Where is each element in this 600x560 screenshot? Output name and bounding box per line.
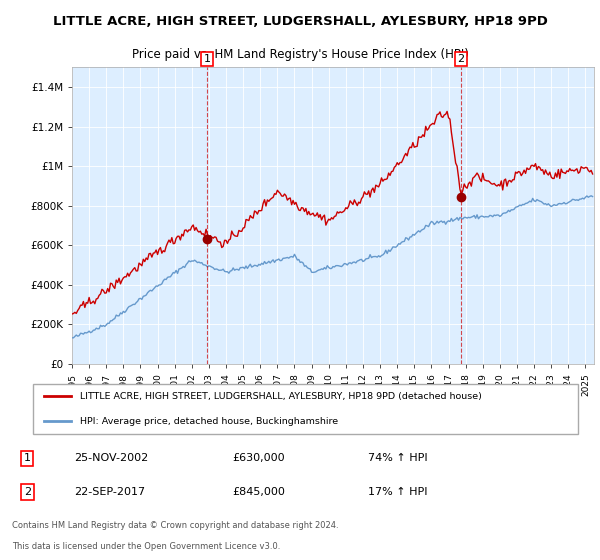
- Text: 1: 1: [23, 454, 31, 464]
- Text: HPI: Average price, detached house, Buckinghamshire: HPI: Average price, detached house, Buck…: [80, 417, 338, 426]
- Text: This data is licensed under the Open Government Licence v3.0.: This data is licensed under the Open Gov…: [12, 542, 280, 552]
- Text: LITTLE ACRE, HIGH STREET, LUDGERSHALL, AYLESBURY, HP18 9PD (detached house): LITTLE ACRE, HIGH STREET, LUDGERSHALL, A…: [80, 392, 482, 401]
- Text: 2: 2: [457, 54, 464, 64]
- Text: Price paid vs. HM Land Registry's House Price Index (HPI): Price paid vs. HM Land Registry's House …: [131, 48, 469, 62]
- Text: £845,000: £845,000: [232, 487, 285, 497]
- Text: 17% ↑ HPI: 17% ↑ HPI: [368, 487, 427, 497]
- Text: Contains HM Land Registry data © Crown copyright and database right 2024.: Contains HM Land Registry data © Crown c…: [12, 521, 338, 530]
- Text: 25-NOV-2002: 25-NOV-2002: [74, 454, 149, 464]
- Text: 22-SEP-2017: 22-SEP-2017: [74, 487, 146, 497]
- Text: LITTLE ACRE, HIGH STREET, LUDGERSHALL, AYLESBURY, HP18 9PD: LITTLE ACRE, HIGH STREET, LUDGERSHALL, A…: [53, 15, 547, 28]
- Text: 74% ↑ HPI: 74% ↑ HPI: [368, 454, 427, 464]
- FancyBboxPatch shape: [33, 384, 578, 434]
- Text: 2: 2: [23, 487, 31, 497]
- Text: 1: 1: [204, 54, 211, 64]
- Text: £630,000: £630,000: [232, 454, 285, 464]
